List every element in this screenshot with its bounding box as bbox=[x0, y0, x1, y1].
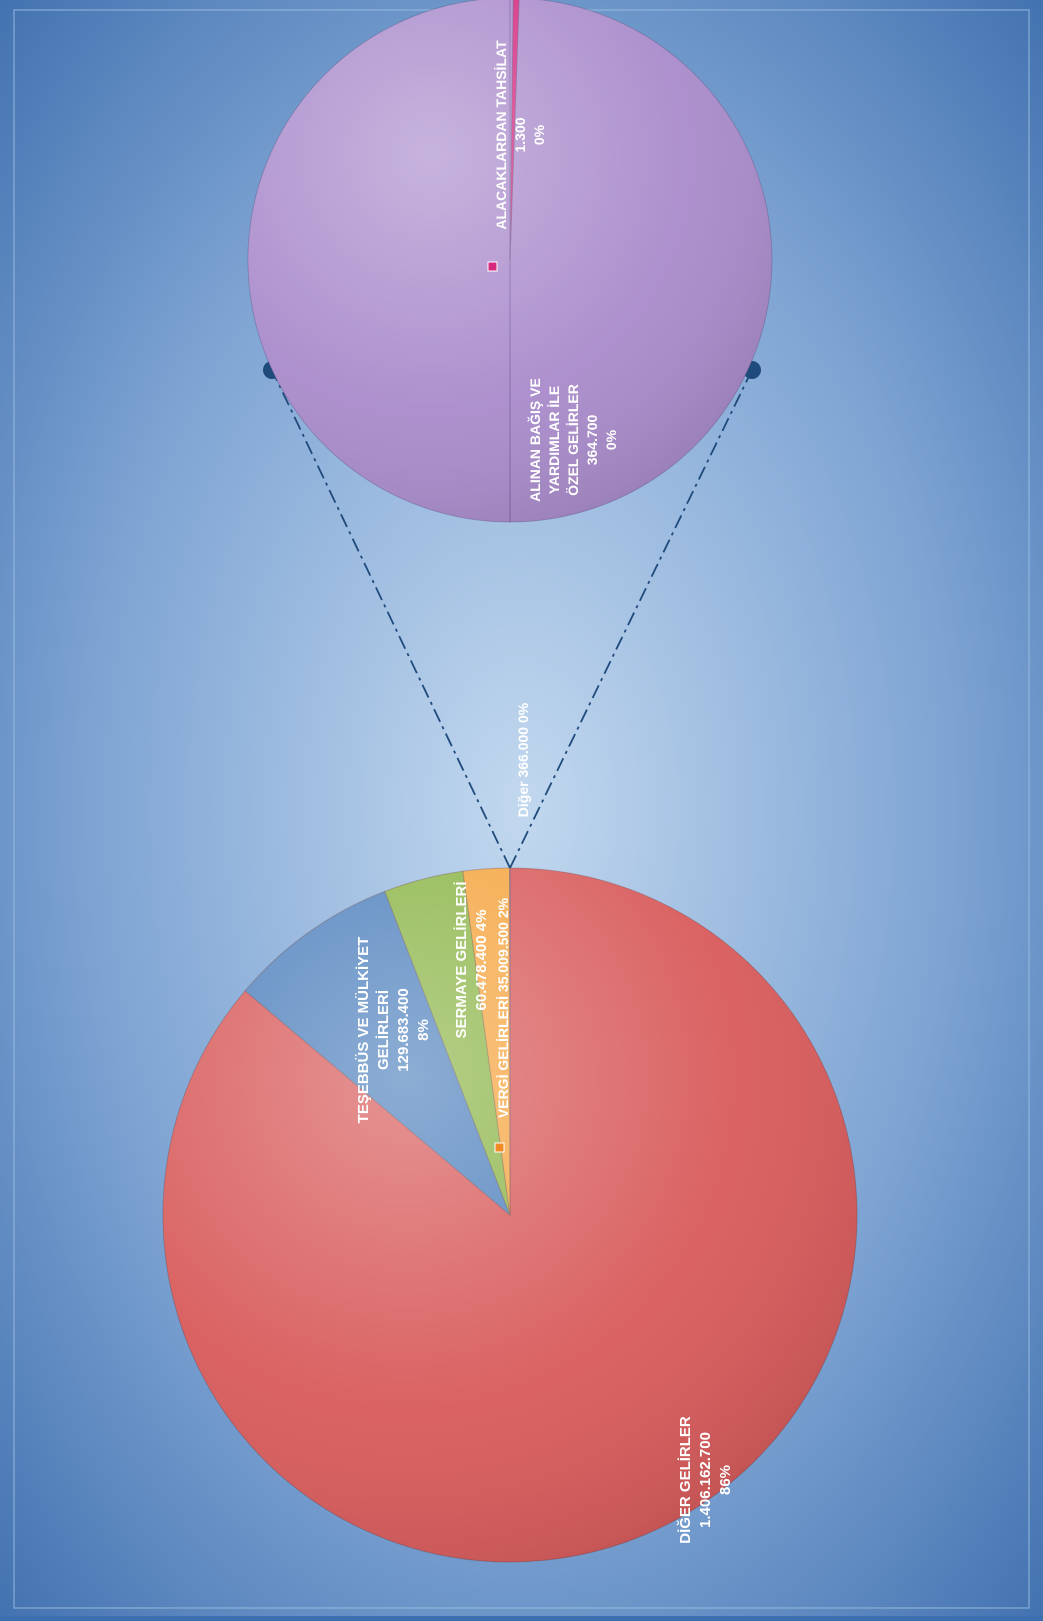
connector-line-2 bbox=[509, 369, 753, 869]
label-alacak-line3: 0% bbox=[531, 124, 547, 145]
label-sermaye: SERMAYE GELİRLERİ 60.478.400 4% bbox=[453, 882, 490, 1039]
label-alacak-line2: 1.300 bbox=[512, 117, 528, 152]
label-alacak-line1: ALACAKLARDAN TAHSİLAT bbox=[493, 40, 509, 230]
alacak-legend-key bbox=[487, 261, 498, 272]
label-alacak: ALACAKLARDAN TAHSİLAT 1.300 0% bbox=[493, 40, 547, 230]
label-tesebbus: TEŞEBBÜS VE MÜLKİYET GELİRLERİ 129.683.4… bbox=[355, 937, 432, 1124]
label-bagis-line4: 364.700 bbox=[584, 414, 600, 465]
label-diger-line1: DİĞER GELİRLER bbox=[676, 1416, 694, 1544]
label-diger-line2: 1.406.162.700 bbox=[697, 1432, 714, 1528]
vergi-legend-key bbox=[494, 1142, 505, 1153]
label-other-line: Diğer 366.000 0% bbox=[515, 702, 531, 817]
label-vergi-line: VERGİ GELİRLERİ 35.009.500 2% bbox=[495, 897, 511, 1118]
connector-line-1 bbox=[271, 369, 511, 869]
label-bagis-line2: YARDIMLAR İLE bbox=[546, 386, 562, 494]
main-pie-gloss bbox=[163, 868, 857, 1562]
label-tesebbus-line2: GELİRLERİ bbox=[375, 990, 392, 1070]
label-diger-gelirler: DİĞER GELİRLER 1.406.162.700 86% bbox=[676, 1416, 734, 1544]
label-bagis-line3: ÖZEL GELİRLER bbox=[565, 384, 581, 496]
label-tesebbus-line4: 8% bbox=[415, 1019, 432, 1041]
label-bagis: ALINAN BAĞIŞ VE YARDIMLAR İLE ÖZEL GELİR… bbox=[526, 378, 619, 502]
label-vergi: VERGİ GELİRLERİ 35.009.500 2% bbox=[495, 897, 511, 1118]
main-pie bbox=[162, 867, 858, 1563]
label-other: Diğer 366.000 0% bbox=[515, 702, 531, 817]
label-bagis-line1: ALINAN BAĞIŞ VE bbox=[526, 378, 543, 502]
label-sermaye-line1: SERMAYE GELİRLERİ bbox=[453, 882, 470, 1039]
label-diger-line3: 86% bbox=[717, 1465, 734, 1495]
secondary-pie bbox=[247, 0, 773, 523]
label-sermaye-line2: 60.478.400 4% bbox=[473, 910, 490, 1011]
secondary-pie-gloss bbox=[248, 0, 772, 522]
label-tesebbus-line1: TEŞEBBÜS VE MÜLKİYET bbox=[355, 937, 372, 1124]
label-tesebbus-line3: 129.683.400 bbox=[395, 988, 412, 1071]
label-bagis-line5: 0% bbox=[603, 429, 619, 450]
